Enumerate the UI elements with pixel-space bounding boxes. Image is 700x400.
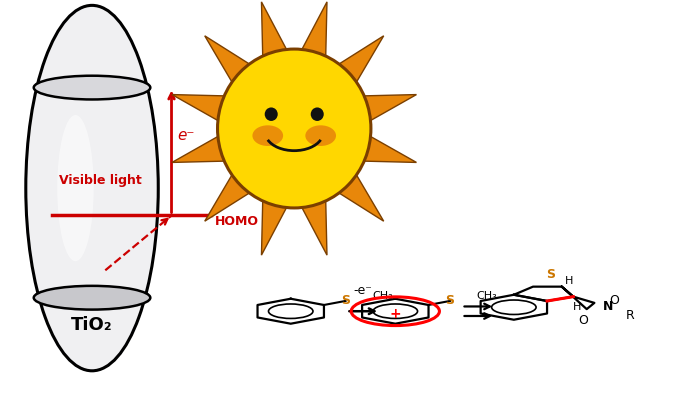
Text: -e⁻: -e⁻ [354, 284, 372, 297]
Polygon shape [337, 174, 384, 221]
Polygon shape [204, 36, 251, 84]
Text: H: H [573, 302, 581, 312]
Ellipse shape [311, 108, 323, 121]
Polygon shape [363, 136, 416, 162]
Polygon shape [301, 2, 327, 58]
Text: O: O [609, 294, 619, 307]
Ellipse shape [305, 125, 336, 146]
Polygon shape [262, 2, 287, 58]
Ellipse shape [34, 76, 150, 100]
Ellipse shape [57, 115, 94, 261]
Polygon shape [262, 199, 287, 255]
Polygon shape [172, 136, 226, 162]
Text: S: S [547, 268, 555, 282]
Ellipse shape [253, 125, 283, 146]
Polygon shape [301, 199, 327, 255]
Text: TiO₂: TiO₂ [71, 316, 113, 334]
Ellipse shape [218, 49, 371, 208]
Text: N: N [603, 300, 613, 312]
Text: R: R [625, 310, 634, 322]
Text: H: H [565, 276, 573, 286]
Text: e⁻: e⁻ [177, 128, 195, 143]
Polygon shape [172, 94, 226, 121]
Polygon shape [337, 36, 384, 84]
Text: +: + [389, 307, 401, 321]
Text: CH₃: CH₃ [477, 291, 498, 301]
Polygon shape [363, 94, 416, 121]
Text: S: S [341, 294, 350, 308]
Ellipse shape [34, 286, 150, 310]
Text: S: S [446, 294, 454, 308]
Text: Visible light: Visible light [59, 174, 141, 187]
Ellipse shape [265, 108, 278, 121]
Text: HOMO: HOMO [215, 215, 259, 228]
Ellipse shape [26, 5, 158, 371]
Polygon shape [204, 174, 251, 221]
Text: CH₃: CH₃ [372, 291, 393, 301]
Text: O: O [578, 314, 588, 327]
